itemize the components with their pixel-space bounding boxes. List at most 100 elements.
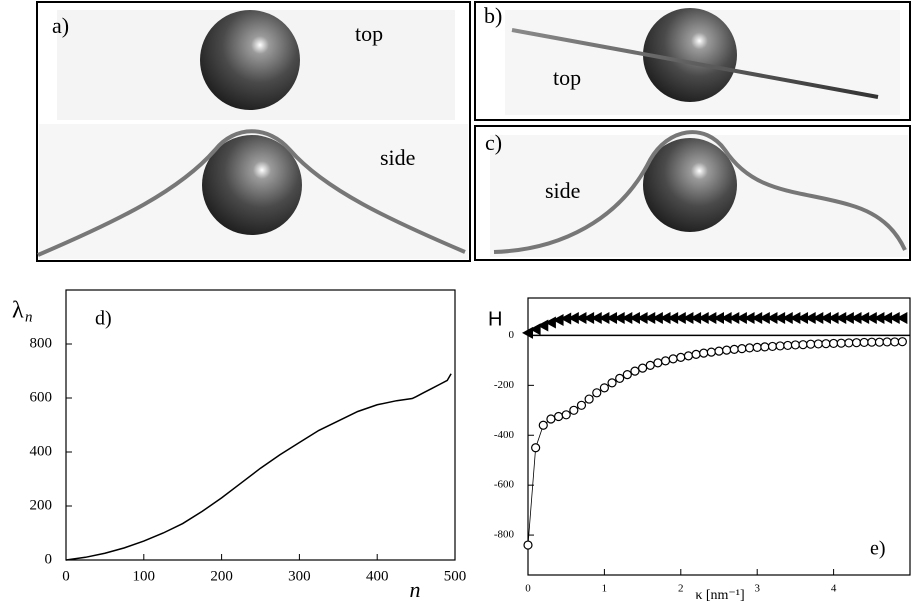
y-tick-label: 0 bbox=[509, 329, 515, 341]
view-label: side bbox=[380, 145, 415, 170]
marker bbox=[813, 339, 823, 349]
marker bbox=[728, 311, 740, 324]
marker bbox=[653, 358, 663, 368]
marker bbox=[523, 540, 533, 550]
y-tick-label: 200 bbox=[30, 497, 53, 513]
sphere bbox=[200, 10, 300, 110]
plot-frame bbox=[65, 289, 456, 561]
marker bbox=[576, 400, 587, 410]
series-line bbox=[65, 373, 452, 561]
x-tick-label: 0 bbox=[62, 568, 70, 584]
x-tick-label: 4 bbox=[831, 583, 837, 595]
marker bbox=[531, 443, 541, 453]
sphere bbox=[643, 138, 737, 232]
rod bbox=[493, 130, 907, 254]
marker bbox=[699, 348, 709, 358]
marker bbox=[720, 311, 732, 324]
y-axis-label-subscript: n bbox=[25, 309, 33, 325]
sphere bbox=[202, 135, 302, 235]
x-tick-label: 100 bbox=[133, 568, 156, 584]
marker bbox=[690, 311, 702, 324]
marker bbox=[636, 311, 648, 324]
marker bbox=[584, 394, 594, 404]
marker bbox=[583, 311, 595, 324]
marker bbox=[827, 311, 839, 324]
marker bbox=[844, 338, 854, 348]
marker bbox=[615, 373, 625, 383]
marker bbox=[592, 388, 602, 398]
plot-frame bbox=[527, 297, 911, 576]
marker bbox=[714, 346, 724, 356]
marker bbox=[606, 311, 618, 324]
marker bbox=[691, 349, 701, 359]
annotation: d) bbox=[95, 308, 112, 330]
marker bbox=[783, 340, 793, 351]
marker bbox=[812, 311, 824, 324]
view-label: top bbox=[553, 65, 581, 90]
marker bbox=[897, 337, 907, 347]
y-axis-label: H bbox=[488, 308, 502, 330]
marker bbox=[599, 383, 610, 393]
marker bbox=[651, 311, 663, 324]
x-tick-label: 1 bbox=[602, 583, 608, 595]
marker bbox=[882, 337, 892, 347]
marker bbox=[660, 356, 671, 366]
x-tick-label: 0 bbox=[525, 583, 531, 595]
marker bbox=[560, 312, 572, 325]
marker bbox=[819, 311, 831, 324]
marker bbox=[767, 341, 778, 352]
marker bbox=[836, 338, 846, 348]
marker bbox=[758, 311, 770, 324]
marker bbox=[896, 311, 908, 324]
marker bbox=[774, 311, 786, 324]
marker bbox=[835, 311, 847, 324]
marker bbox=[590, 311, 602, 324]
marker bbox=[676, 352, 686, 362]
marker bbox=[881, 311, 893, 324]
y-tick-label: -800 bbox=[494, 529, 515, 541]
marker bbox=[522, 326, 533, 339]
marker bbox=[842, 311, 854, 324]
marker bbox=[607, 378, 617, 388]
marker bbox=[888, 311, 900, 324]
marker bbox=[553, 411, 564, 422]
marker bbox=[890, 337, 900, 347]
marker bbox=[546, 414, 556, 424]
panel-b: b) top bbox=[474, 1, 911, 121]
marker bbox=[766, 311, 778, 324]
marker bbox=[713, 311, 724, 324]
marker bbox=[674, 311, 686, 324]
marker bbox=[752, 342, 762, 353]
marker bbox=[798, 340, 808, 350]
panel-c: c) side bbox=[474, 125, 911, 261]
panel-a: a) top side bbox=[36, 1, 471, 262]
marker bbox=[645, 360, 655, 370]
y-tick-label: 800 bbox=[30, 335, 53, 351]
marker bbox=[598, 311, 610, 324]
y-tick-label: 0 bbox=[45, 551, 53, 567]
marker bbox=[529, 323, 541, 336]
y-axis-label: λ bbox=[12, 298, 24, 324]
marker bbox=[575, 311, 587, 324]
marker bbox=[697, 311, 709, 324]
y-tick-label: 600 bbox=[30, 389, 53, 405]
marker bbox=[706, 347, 716, 357]
rod bbox=[37, 129, 466, 257]
marker bbox=[682, 311, 694, 324]
marker bbox=[561, 410, 571, 420]
x-tick-label: 3 bbox=[754, 583, 760, 595]
marker bbox=[751, 311, 763, 324]
marker bbox=[867, 337, 877, 347]
marker bbox=[874, 337, 885, 347]
marker bbox=[789, 311, 801, 324]
x-tick-label: 200 bbox=[210, 568, 233, 584]
panel-label: b) bbox=[484, 3, 502, 28]
marker bbox=[775, 341, 785, 351]
panel-label: a) bbox=[52, 13, 69, 38]
marker bbox=[858, 311, 870, 324]
marker bbox=[659, 311, 671, 324]
marker bbox=[873, 311, 885, 324]
marker bbox=[797, 311, 809, 324]
x-axis-label: κ [nm⁻¹] bbox=[695, 588, 744, 603]
